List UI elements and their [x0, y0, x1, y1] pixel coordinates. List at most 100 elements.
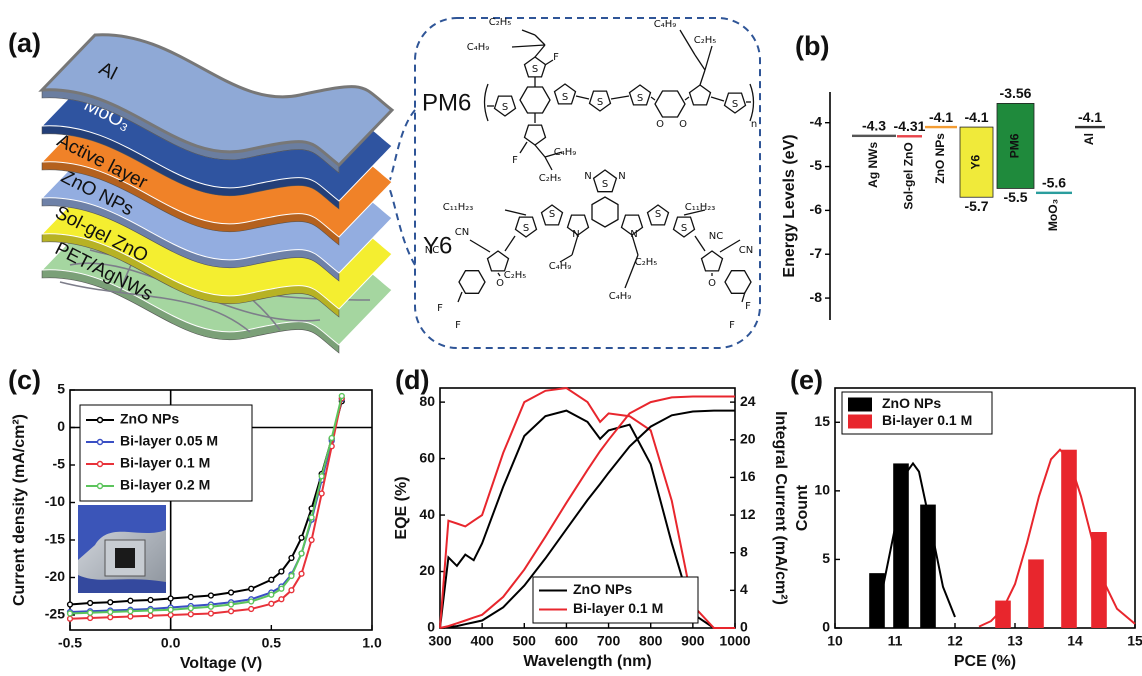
- bond: [470, 240, 490, 252]
- bond: [498, 273, 500, 276]
- atom-label: S: [549, 209, 555, 220]
- marker: [209, 611, 214, 616]
- energy-level: [897, 135, 922, 137]
- marker: [269, 577, 274, 582]
- x-tick-label: -0.5: [58, 635, 82, 651]
- x-tick-label: 1.0: [362, 635, 382, 651]
- level-name: Al: [1082, 133, 1096, 145]
- atom-label: CN: [455, 227, 469, 238]
- level-value: -4.31: [894, 118, 926, 134]
- y-tick-label: -20: [45, 568, 65, 584]
- y-tick-label: 40: [419, 506, 435, 522]
- marker: [108, 615, 113, 620]
- marker: [339, 394, 344, 399]
- x-tick-label: 11: [888, 633, 903, 649]
- panel-label: (d): [395, 365, 429, 395]
- y2-tick-label: 12: [740, 506, 756, 522]
- energy-level: [925, 126, 957, 128]
- ring: [525, 125, 546, 145]
- atom-label: C₄H₉: [554, 147, 577, 158]
- bond: [458, 292, 462, 302]
- level-name: Sol-gel ZnO: [902, 142, 916, 209]
- y-tick-label: 15: [814, 413, 830, 429]
- atom-label: S: [562, 92, 568, 103]
- atom-label: O: [708, 278, 716, 289]
- marker: [68, 602, 73, 607]
- level-value: -4.3: [862, 118, 886, 134]
- bond: [535, 45, 545, 57]
- bond: [520, 142, 527, 153]
- marker: [168, 613, 173, 618]
- atom-label: C₁₁H₂₃: [685, 202, 716, 213]
- energy-level: [1075, 126, 1105, 128]
- atom-label: S: [681, 223, 687, 234]
- energy-level: [1036, 192, 1072, 194]
- marker: [309, 538, 314, 543]
- atom-label: F: [729, 320, 735, 331]
- atom-label: C₂H₅: [504, 270, 527, 281]
- x-tick-label: 10: [827, 633, 843, 649]
- level-value: -4.1: [964, 109, 988, 125]
- y2-tick-label: 0: [740, 619, 748, 635]
- x-tick-label: 800: [639, 633, 663, 649]
- bracket: [485, 84, 489, 121]
- y2-tick-label: 8: [740, 543, 748, 559]
- marker: [168, 607, 173, 612]
- y-axis-title: Energy Levels (eV): [781, 134, 798, 277]
- atom-label: C₂H₅: [694, 35, 717, 46]
- bond: [512, 45, 545, 47]
- marker: [309, 515, 314, 520]
- atom-label: F: [437, 303, 443, 314]
- atom-label: NC: [425, 245, 439, 256]
- atom-label: S: [597, 97, 603, 108]
- y-tick-label: 0: [57, 418, 65, 434]
- bond: [695, 55, 705, 70]
- bar: [1028, 559, 1044, 628]
- x-tick-label: 400: [470, 633, 494, 649]
- atom-label: N: [630, 229, 637, 240]
- y2-tick-label: 20: [740, 430, 756, 446]
- marker: [279, 586, 284, 591]
- bond: [522, 30, 535, 35]
- marker: [88, 616, 93, 621]
- atom-label: C₁₁H₂₃: [443, 202, 474, 213]
- bond: [545, 60, 553, 65]
- y-axis-title: Count: [794, 484, 811, 531]
- x-tick-label: 1000: [719, 633, 750, 649]
- legend-swatch: [848, 398, 872, 412]
- marker: [188, 595, 193, 600]
- atom-label: N: [584, 171, 591, 182]
- y-tick-label: -5: [810, 157, 823, 173]
- atom-label: CN: [739, 245, 753, 256]
- y-tick-label: -15: [45, 531, 65, 547]
- bond: [611, 96, 629, 99]
- marker: [279, 597, 284, 602]
- x-tick-label: 900: [681, 633, 705, 649]
- x-tick-label: 12: [947, 633, 963, 649]
- atom-label: C₂H₅: [635, 257, 658, 268]
- bond: [505, 210, 526, 215]
- marker: [299, 571, 304, 576]
- atom-label: C₂H₅: [489, 17, 512, 28]
- y-tick-label: 60: [419, 449, 435, 465]
- atom-label: F: [512, 155, 518, 166]
- bond: [535, 35, 545, 45]
- y-axis-title: Current density (mA/cm²): [11, 414, 28, 606]
- y-tick-label: 5: [822, 550, 830, 566]
- y2-axis-title: Integral Current (mA/cm²): [772, 411, 789, 605]
- legend-label: Bi-layer 0.1 M: [573, 600, 663, 616]
- legend-label: ZnO NPs: [573, 581, 632, 597]
- panel-label: (b): [795, 31, 829, 61]
- x-axis-title: PCE (%): [954, 653, 1016, 670]
- panel-label: (c): [8, 365, 41, 395]
- bond: [505, 236, 515, 251]
- marker: [319, 491, 324, 496]
- ring: [655, 91, 685, 117]
- y-tick-label: 20: [419, 562, 435, 578]
- atom-label: C₂H₅: [539, 173, 562, 184]
- marker: [168, 596, 173, 601]
- legend-label: ZnO NPs: [882, 395, 941, 411]
- x-tick-label: 14: [1067, 633, 1083, 649]
- y-axis-title: EQE (%): [393, 476, 410, 539]
- panel-label: (a): [8, 28, 41, 58]
